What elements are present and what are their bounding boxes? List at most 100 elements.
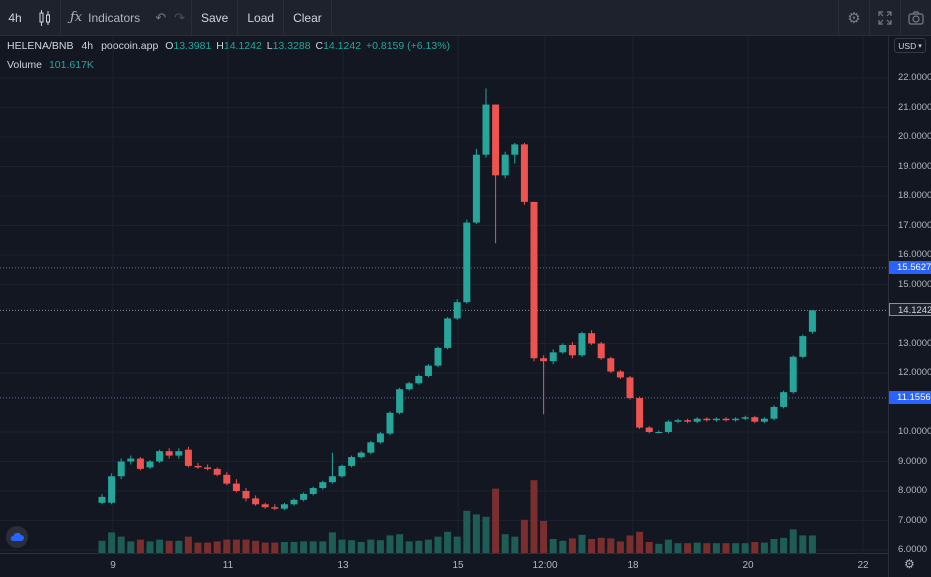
volume-bar — [520, 519, 528, 553]
interval-label: 4h — [8, 10, 22, 25]
chart-type-button[interactable] — [30, 0, 60, 36]
candle-body — [732, 418, 740, 421]
volume-bar — [165, 540, 173, 553]
time-axis[interactable]: ⚙ 9 11 13 15 12:00 18 20 22 — [0, 553, 915, 577]
legend-open: O13.3981 — [165, 40, 212, 52]
undo-button[interactable]: ↶ — [149, 0, 172, 36]
candle-body — [693, 418, 701, 422]
volume-bar — [741, 543, 749, 553]
volume-bar — [424, 539, 432, 553]
fullscreen-button[interactable] — [870, 0, 900, 36]
volume-bar — [309, 541, 317, 553]
price-tick-label: 9.0000 — [898, 455, 928, 467]
candle-body — [760, 418, 768, 422]
volume-bar — [751, 542, 759, 553]
volume-bar — [434, 536, 442, 553]
settings-icon[interactable]: ⚙ — [904, 557, 915, 571]
volume-bar — [799, 535, 807, 553]
volume-bar — [386, 535, 394, 553]
candle-body — [204, 467, 212, 469]
load-button[interactable]: Load — [238, 0, 283, 36]
volume-bar — [501, 534, 509, 553]
indicators-button[interactable]: ƒx Indicators — [61, 0, 149, 36]
price-tag: 14.1242 — [889, 303, 931, 317]
candle-body — [780, 392, 788, 407]
candle-body — [415, 375, 423, 384]
volume-bar — [117, 536, 125, 553]
volume-bar — [290, 542, 298, 553]
price-axis[interactable]: 22.0000 21.0000 20.0000 19.0000 18.0000 17.00… — [888, 36, 931, 577]
legend-change: +0.8159 (+6.13%) — [365, 40, 451, 52]
snapshot-button[interactable] — [901, 0, 931, 36]
price-chart[interactable] — [0, 36, 888, 553]
legend-low: L13.3288 — [266, 40, 311, 52]
candle-body — [357, 452, 365, 458]
volume-bar — [136, 539, 144, 553]
candle-body — [194, 465, 202, 468]
volume-bar — [492, 488, 500, 553]
volume-bar — [530, 480, 538, 553]
candle-body — [703, 418, 711, 421]
price-tag: 15.5627 — [889, 260, 931, 274]
volume-bar — [472, 514, 480, 553]
volume-bar — [712, 543, 720, 553]
volume-bar — [636, 531, 644, 553]
volume-bar — [674, 543, 682, 553]
volume-bar — [655, 543, 663, 553]
app-logo[interactable] — [6, 526, 28, 548]
top-toolbar: 4h ƒx Indicators ↶ ↷ Save Load Clear ⚙ — [0, 0, 931, 36]
toolbar-right-group: ⚙ — [838, 0, 931, 36]
candle-body — [492, 104, 500, 176]
save-button[interactable]: Save — [192, 0, 237, 36]
candle-body — [655, 432, 663, 433]
clear-label: Clear — [293, 10, 322, 25]
candle-body — [712, 418, 720, 421]
candle-body — [741, 417, 749, 419]
volume-bar — [396, 534, 404, 553]
volume-bar — [252, 540, 260, 553]
candle-body — [165, 451, 173, 456]
volume-bar — [645, 542, 653, 553]
candle-body — [799, 336, 807, 357]
interval-button[interactable]: 4h — [0, 0, 30, 36]
settings-button[interactable]: ⚙ — [839, 0, 869, 36]
candle-body — [588, 333, 596, 344]
candle-body — [98, 496, 106, 503]
volume-value: 101.617K — [48, 59, 94, 71]
candle-body — [338, 465, 346, 477]
candle-body — [472, 154, 480, 223]
price-tick-label: 22.0000 — [898, 72, 931, 83]
candle-body — [184, 449, 192, 466]
candle-body — [280, 504, 288, 509]
volume-bar — [664, 539, 672, 553]
chart-legend: HELENA/BNB 4h poocoin.app O13.3981 H14.1… — [7, 40, 450, 52]
symbol-name[interactable]: HELENA/BNB — [7, 40, 74, 52]
candle-body — [645, 427, 653, 432]
candle-body — [511, 144, 519, 155]
volume-bar — [405, 541, 413, 553]
volume-bar — [568, 538, 576, 553]
volume-bar — [415, 540, 423, 553]
redo-button[interactable]: ↷ — [172, 0, 191, 36]
volume-bar — [127, 541, 135, 553]
candle-body — [568, 344, 576, 356]
candle-body — [463, 222, 471, 303]
candle-body — [664, 421, 672, 432]
indicators-label: Indicators — [88, 10, 141, 25]
volume-bar — [588, 539, 596, 553]
volume-bar — [232, 539, 240, 553]
chevron-down-icon: ▾ — [918, 42, 922, 50]
legend-close: C14.1242 — [315, 40, 362, 52]
candle-body — [175, 451, 183, 456]
price-tick-label: 12.0000 — [898, 367, 931, 378]
candle-body — [309, 488, 317, 494]
price-tick-label: 10.0000 — [898, 426, 931, 437]
volume-bar — [328, 532, 336, 553]
currency-selector[interactable]: USD ▾ — [894, 38, 926, 53]
candles-icon — [39, 9, 50, 26]
volume-bar — [194, 542, 202, 553]
volume-bar — [319, 541, 327, 553]
clear-button[interactable]: Clear — [284, 0, 331, 36]
candle-body — [396, 389, 404, 413]
legend-interval: 4h — [81, 40, 94, 52]
